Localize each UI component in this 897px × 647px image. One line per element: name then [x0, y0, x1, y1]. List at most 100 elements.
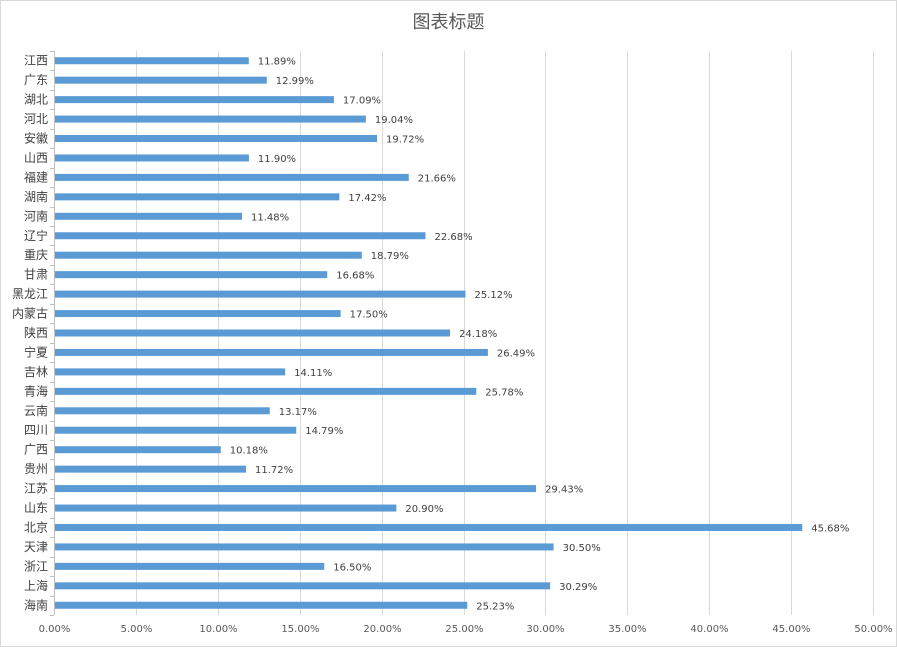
bar [55, 348, 488, 356]
x-tick-label: 15.00% [281, 624, 319, 635]
bar [55, 543, 554, 551]
data-label: 10.18% [230, 446, 268, 457]
bar [55, 173, 409, 181]
category-label: 重庆 [24, 248, 48, 262]
bar [55, 523, 803, 531]
category-label: 河南 [24, 208, 48, 223]
data-label: 18.79% [371, 251, 409, 262]
data-label: 25.78% [485, 387, 523, 398]
data-label: 22.68% [434, 232, 472, 243]
bar [55, 562, 325, 570]
category-label: 福建 [24, 169, 48, 184]
bar [55, 387, 477, 395]
x-tick-label: 20.00% [363, 624, 401, 635]
category-label: 江苏 [24, 482, 48, 496]
data-label: 25.12% [474, 290, 512, 301]
bar [55, 601, 468, 609]
bar [55, 57, 249, 65]
data-label: 19.72% [386, 135, 424, 146]
data-label: 30.29% [559, 582, 597, 593]
bar [55, 465, 246, 473]
bar [55, 290, 466, 298]
data-label: 16.68% [336, 271, 374, 282]
x-tick-label: 35.00% [608, 624, 646, 635]
category-label: 湖北 [24, 92, 48, 107]
x-tick-label: 25.00% [445, 624, 483, 635]
bar [55, 135, 378, 143]
category-label: 山东 [24, 501, 48, 515]
bar [55, 426, 297, 434]
bar [55, 407, 270, 415]
data-label: 14.79% [305, 426, 343, 437]
x-tick-label: 5.00% [121, 624, 153, 635]
bar [55, 193, 340, 201]
data-label: 17.50% [350, 310, 388, 321]
category-label: 贵州 [24, 462, 48, 476]
x-tick-label: 50.00% [854, 624, 892, 635]
bar [55, 329, 451, 337]
data-label: 17.09% [343, 96, 381, 107]
data-label: 20.90% [405, 504, 443, 515]
data-label: 11.72% [255, 465, 293, 476]
data-label: 19.04% [375, 115, 413, 126]
category-label: 安徽 [24, 131, 48, 146]
data-label: 21.66% [418, 173, 456, 184]
x-tick-label: 10.00% [199, 624, 237, 635]
x-tick-label: 40.00% [690, 624, 728, 635]
bar [55, 212, 243, 220]
data-label: 11.48% [251, 212, 289, 223]
category-label: 山西 [24, 151, 48, 165]
data-label: 13.17% [279, 407, 317, 418]
data-label: 11.89% [258, 57, 296, 68]
bar [55, 96, 334, 104]
category-label: 广西 [24, 443, 48, 457]
category-label: 四川 [24, 423, 48, 437]
data-label: 14.11% [294, 368, 332, 379]
bar [55, 154, 249, 162]
bar [55, 368, 286, 376]
bar [55, 271, 328, 279]
category-label: 海南 [24, 597, 48, 612]
category-label: 青海 [24, 383, 48, 398]
category-label: 黑龙江 [12, 287, 48, 301]
bar [55, 76, 267, 84]
bar [55, 232, 426, 240]
data-label: 17.42% [348, 193, 386, 204]
bar [55, 485, 537, 493]
data-label: 45.68% [811, 523, 849, 534]
data-label: 24.18% [459, 329, 497, 340]
category-label: 上海 [24, 578, 48, 593]
data-label: 16.50% [333, 562, 371, 573]
bar [55, 446, 221, 454]
category-label: 云南 [24, 403, 48, 418]
category-label: 内蒙古 [12, 306, 48, 321]
x-tick-label: 30.00% [526, 624, 564, 635]
category-label: 广东 [24, 73, 48, 87]
category-label: 浙江 [24, 559, 48, 573]
category-label: 湖南 [24, 189, 48, 204]
data-label: 29.43% [545, 485, 583, 496]
chart-title: 图表标题 [412, 12, 485, 33]
bar [55, 251, 362, 259]
x-tick-label: 45.00% [772, 624, 810, 635]
x-tick-label: 0.00% [39, 624, 71, 635]
category-label: 陕西 [24, 325, 48, 340]
data-label: 12.99% [276, 76, 314, 87]
data-label: 30.50% [563, 543, 601, 554]
category-label: 辽宁 [24, 228, 48, 243]
category-label: 宁夏 [24, 344, 48, 359]
bar [55, 582, 551, 590]
category-label: 江西 [24, 54, 48, 68]
bar [55, 504, 397, 512]
category-label: 北京 [24, 520, 48, 534]
category-label: 甘肃 [24, 268, 48, 282]
bar [55, 115, 366, 123]
data-label: 25.23% [476, 601, 514, 612]
bar [55, 310, 341, 318]
data-label: 11.90% [258, 154, 296, 165]
category-label: 河北 [24, 112, 48, 126]
category-label: 吉林 [24, 365, 48, 379]
category-label: 天津 [24, 540, 48, 554]
